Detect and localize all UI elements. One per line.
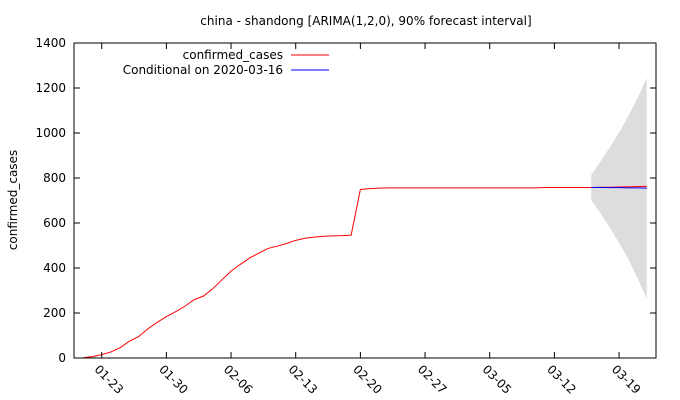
x-tick-label: 03-12 bbox=[544, 362, 579, 397]
axis-layer: 0 200 400 600 800 1000 1200 1400 01-23 01-30 02-06… bbox=[35, 36, 656, 397]
series-layer bbox=[83, 185, 647, 359]
series-line-conditional bbox=[591, 186, 647, 189]
chart-title: china - shandong [ARIMA(1,2,0), 90% fore… bbox=[200, 14, 531, 28]
y-tick-label: 800 bbox=[43, 171, 66, 185]
x-tick-label: 02-20 bbox=[350, 362, 385, 397]
x-tick-label: 03-19 bbox=[609, 362, 644, 397]
plot-frame bbox=[73, 42, 657, 359]
x-tick-label: 02-06 bbox=[221, 362, 256, 397]
x-tick-label: 02-13 bbox=[286, 362, 321, 397]
y-tick-label: 1000 bbox=[35, 126, 66, 140]
y-tick-label: 200 bbox=[43, 306, 66, 320]
y-tick-label: 1400 bbox=[35, 36, 66, 50]
y-tick-label: 0 bbox=[58, 351, 66, 365]
y-tick-label: 1200 bbox=[35, 81, 66, 95]
series-line-confirmed-cases bbox=[83, 185, 647, 359]
y-tick-label: 400 bbox=[43, 261, 66, 275]
x-tick-label: 01-30 bbox=[156, 362, 191, 397]
x-tick-label: 03-05 bbox=[480, 362, 515, 397]
forecast-interval-layer bbox=[591, 77, 647, 300]
x-tick-label: 02-27 bbox=[415, 362, 450, 397]
x-tick-label: 01-23 bbox=[92, 362, 127, 397]
y-axis-label: confirmed_cases bbox=[6, 150, 20, 250]
forecast-interval-band bbox=[591, 77, 647, 300]
legend-label: confirmed_cases bbox=[183, 48, 283, 62]
y-tick-label: 600 bbox=[43, 216, 66, 230]
legend-label: Conditional on 2020-03-16 bbox=[123, 63, 283, 77]
